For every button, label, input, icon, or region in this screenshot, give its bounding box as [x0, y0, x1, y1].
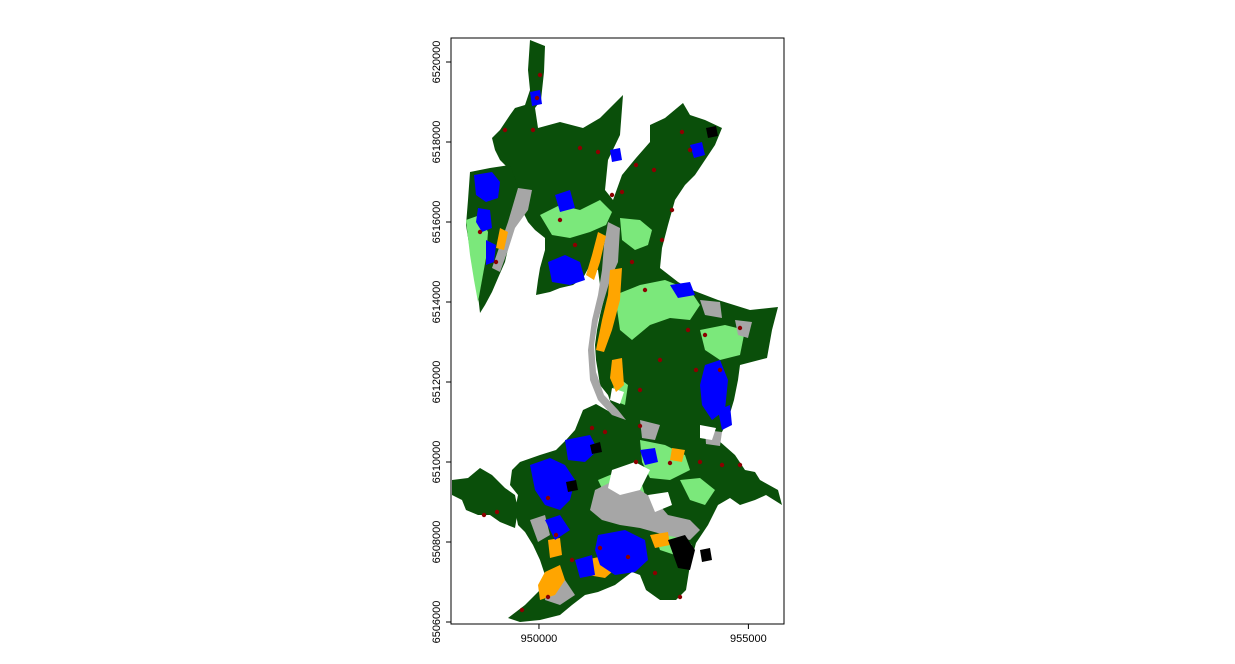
y-tick-label: 6516000	[431, 201, 443, 244]
land-cover-raster	[452, 40, 782, 622]
y-axis: 6506000 6508000 6510000 6512000 6514000 65160…	[431, 41, 451, 644]
x-tick-label: 950000	[521, 633, 558, 645]
y-tick-label: 6512000	[431, 361, 443, 404]
forest-region-southwest	[452, 468, 518, 528]
y-tick-label: 6506000	[431, 601, 443, 644]
water-patches	[474, 90, 732, 578]
plot-border	[450, 37, 785, 625]
no-data-gaps	[608, 388, 716, 512]
x-tick-label: 955000	[730, 633, 767, 645]
y-tick-label: 6508000	[431, 521, 443, 564]
y-tick-label: 6510000	[431, 441, 443, 484]
y-tick-label: 6520000	[431, 41, 443, 84]
x-axis: 950000 955000	[521, 624, 767, 645]
y-tick-label: 6518000	[431, 121, 443, 164]
sample-points	[477, 72, 743, 613]
dark-patches	[566, 126, 718, 570]
y-tick-label: 6514000	[431, 281, 443, 324]
bare-ground-patches	[492, 188, 752, 605]
